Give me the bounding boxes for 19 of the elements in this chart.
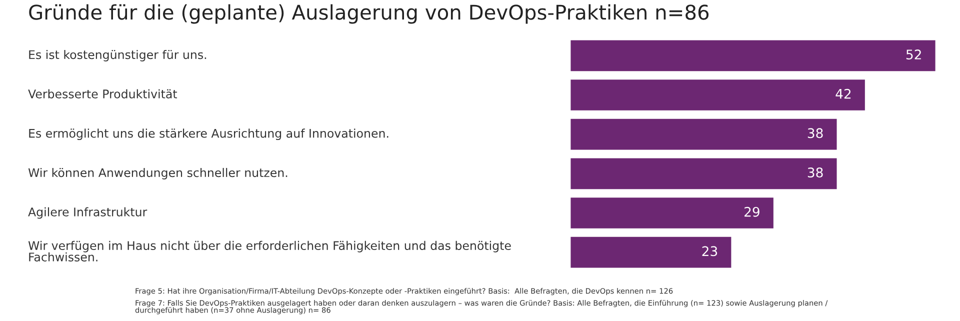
y-tick-label: Agilere Infrastruktur bbox=[28, 207, 148, 219]
bar bbox=[570, 38, 936, 72]
text: Gründe für die (geplante) Auslagerung von DevOps-Praktiken n=86 bbox=[29, 4, 709, 24]
bar bbox=[570, 196, 775, 230]
data-label: 38 bbox=[808, 128, 823, 138]
y-tick-label: Es ist kostengünstiger für uns. bbox=[29, 50, 206, 62]
data-label: 38 bbox=[808, 168, 823, 178]
data-label: 29 bbox=[744, 206, 760, 217]
bar bbox=[570, 78, 866, 112]
data-label: 23 bbox=[702, 246, 718, 256]
y-tick-label: Wir verfügen im Haus nicht über die erforderlichen Fähigkeiten und das benötigte Fachwissen. bbox=[28, 240, 511, 262]
bar bbox=[570, 118, 838, 152]
data-label: 42 bbox=[836, 88, 851, 99]
bar bbox=[570, 156, 838, 190]
y-tick-label: Verbesserte Produktivität bbox=[28, 89, 178, 98]
y-tick-label: Es ermöglicht uns die stärkere Ausrichtung auf Innovationen. bbox=[29, 128, 388, 140]
bar bbox=[570, 236, 733, 270]
y-tick-label: Wir können Anwendungen schneller nutzen. bbox=[28, 168, 288, 180]
data-label: 52 bbox=[906, 50, 921, 60]
